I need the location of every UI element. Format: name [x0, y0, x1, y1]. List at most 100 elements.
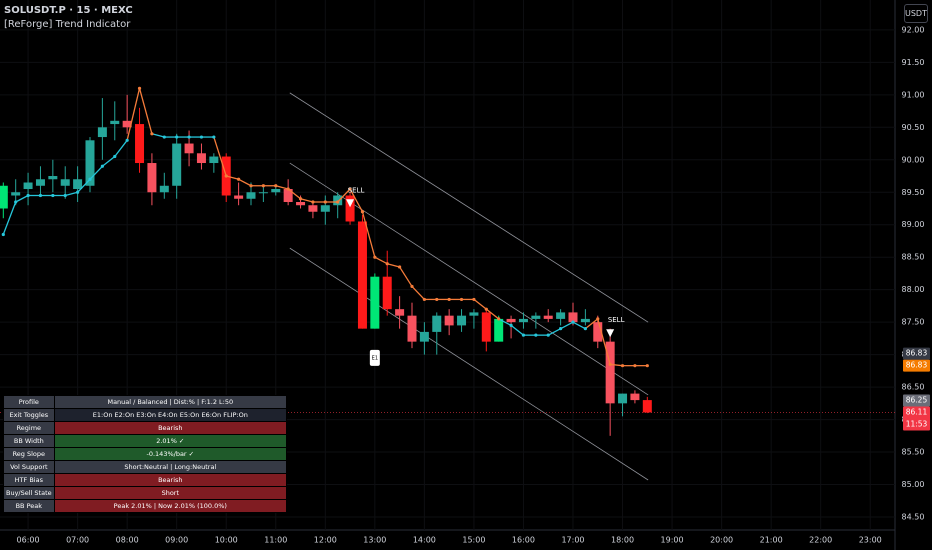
y-tick-label: 88.50 [902, 253, 925, 262]
trend-point [336, 200, 340, 204]
candle-body [618, 393, 628, 404]
candle-body [481, 312, 491, 342]
trend-point [298, 197, 303, 201]
candle-body [370, 276, 380, 329]
trend-segment [547, 328, 561, 336]
x-tick-label: 23:00 [859, 536, 882, 545]
x-tick-label: 14:00 [413, 536, 436, 545]
y-tick-label: 90.50 [902, 123, 925, 132]
trend-segment [510, 324, 524, 336]
candle-body [234, 195, 244, 199]
trend-point [237, 177, 241, 181]
trend-point [175, 135, 179, 139]
candle-body [283, 189, 293, 202]
candle-body [85, 140, 95, 186]
trend-point [571, 320, 575, 324]
trend-segment [114, 139, 128, 157]
signal-arrow [606, 329, 615, 338]
y-tick-label: 89.00 [902, 220, 925, 229]
trend-point [162, 135, 166, 139]
candle-body [395, 309, 405, 316]
signal-label: SELL [608, 316, 625, 324]
trend-point [348, 187, 352, 191]
trend-point [199, 135, 204, 139]
trend-segment [275, 185, 289, 190]
x-tick-label: 18:00 [611, 536, 634, 545]
trend-point [286, 187, 290, 191]
candle-body [518, 318, 528, 323]
row-label: Vol Support [3, 460, 55, 474]
trend-point [274, 184, 278, 188]
y-tick-label: 90.00 [902, 155, 925, 164]
x-tick-label: 15:00 [462, 536, 485, 545]
candle-body [333, 195, 343, 206]
row-value: E1:On E2:On E3:On E4:On E5:On E6:On FLIP… [53, 408, 288, 422]
trend-point [261, 184, 265, 188]
row-label: HTF Bias [3, 473, 55, 487]
candle-body [531, 315, 541, 319]
x-tick-label: 09:00 [165, 536, 188, 545]
y-tick-label: 89.50 [902, 188, 925, 197]
row-label: Regime [3, 421, 55, 435]
trend-point [435, 297, 439, 302]
table-row: Profile Manual / Balanced | Dist:% | F:1.… [3, 395, 288, 409]
price-label: 86.11 [906, 407, 928, 416]
y-tick-label: 85.50 [902, 448, 925, 457]
x-tick-label: 17:00 [561, 536, 584, 545]
candle-body [159, 185, 169, 193]
trend-point [583, 327, 587, 331]
candle-body [122, 120, 132, 128]
candle-body [147, 163, 157, 193]
y-tick-label: 85.00 [902, 480, 925, 489]
candle-body [580, 318, 590, 323]
trend-point [113, 154, 117, 159]
trend-point [385, 262, 389, 266]
exit-label: E1 [372, 355, 378, 361]
trend-point [534, 333, 538, 337]
trend-segment [101, 156, 116, 167]
x-tick-label: 16:00 [512, 536, 535, 545]
candle-body [196, 153, 206, 164]
trend-segment [238, 178, 252, 187]
trend-segment [374, 256, 388, 265]
row-value: Bearish [53, 473, 288, 487]
trend-point [559, 327, 563, 331]
trend-point [633, 364, 637, 368]
candle-body [605, 341, 615, 404]
candle-body [432, 315, 442, 332]
row-label: Profile [3, 395, 55, 409]
trend-segment [77, 178, 91, 193]
trend-point [212, 135, 216, 139]
trend-segment [597, 318, 611, 365]
candle-body [345, 195, 355, 222]
candle-body [135, 124, 145, 164]
trend-point [410, 284, 414, 289]
candle-body [630, 393, 640, 401]
trend-segment [126, 88, 141, 141]
currency-button[interactable]: USDT [904, 4, 928, 23]
y-tick-label: 84.50 [902, 513, 925, 522]
price-label-bg [903, 406, 930, 431]
trend-segment [485, 308, 500, 320]
table-row: Buy/Sell State Short [3, 486, 288, 500]
x-tick-label: 13:00 [363, 536, 386, 545]
trend-point [472, 297, 476, 302]
candle-body [48, 176, 58, 180]
candle-body [469, 312, 479, 316]
candle-body [556, 312, 566, 319]
trend-segment [151, 133, 165, 138]
y-tick-label: 92.00 [902, 25, 925, 34]
trend-segment [584, 318, 599, 330]
trend-point [26, 193, 30, 198]
trend-point [360, 210, 365, 214]
trend-point [38, 193, 43, 198]
candle-body [357, 221, 367, 329]
trend-point [509, 323, 513, 328]
row-value: 2.01% ✓ [53, 434, 288, 448]
candle-body [97, 127, 107, 138]
candle-body [209, 156, 219, 164]
table-row: Vol Support Short:Neutral | Long:Neutral [3, 460, 288, 474]
candle-body [271, 189, 281, 193]
